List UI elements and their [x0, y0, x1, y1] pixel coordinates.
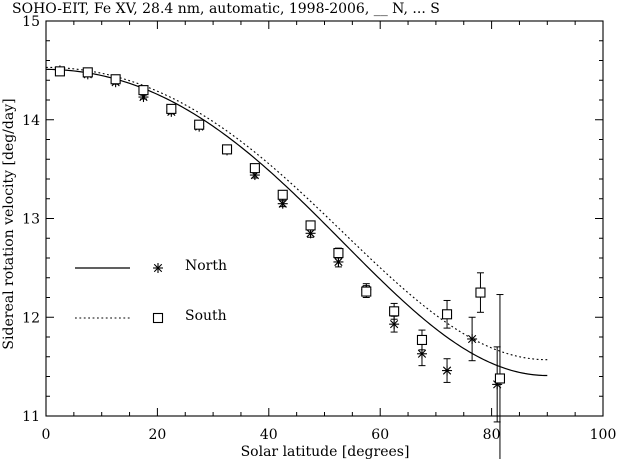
x-tick-label: 100 — [590, 427, 617, 443]
y-tick-label: 14 — [22, 113, 40, 129]
legend-label-north: North — [185, 258, 227, 274]
north-point — [442, 365, 453, 376]
south-point — [475, 287, 486, 298]
south-point — [361, 286, 372, 297]
asterisk-stroke — [278, 199, 287, 208]
asterisk-stroke — [417, 349, 427, 358]
south-point — [54, 66, 65, 77]
south-point — [441, 309, 453, 320]
fit-group — [45, 66, 548, 377]
legend-marker-south — [152, 312, 164, 324]
south-point — [194, 119, 205, 130]
south-point — [416, 334, 428, 346]
south-point — [249, 163, 260, 174]
y-axis-label: Sidereal rotation velocity [deg/day] — [1, 98, 17, 349]
x-axis-label: Solar latitude [degrees] — [241, 444, 410, 459]
x-tick-label: 60 — [371, 427, 389, 443]
asterisk-stroke — [153, 263, 163, 273]
y-tick-label: 11 — [22, 409, 40, 425]
south-point — [494, 373, 506, 384]
fit-line-north — [45, 68, 548, 377]
north-point — [416, 348, 427, 359]
north-point — [389, 319, 400, 330]
legend-marker-north — [153, 263, 163, 273]
marker-group — [54, 65, 506, 459]
y-tick-label: 13 — [22, 212, 40, 228]
y-tick-label: 15 — [22, 14, 40, 30]
legend-label-south: South — [185, 308, 227, 324]
north-point — [333, 256, 344, 267]
south-point — [389, 306, 400, 317]
asterisk-stroke — [389, 320, 399, 329]
x-tick-label: 0 — [42, 427, 51, 443]
south-point — [138, 85, 149, 96]
asterisk-stroke — [442, 366, 452, 375]
north-point — [467, 333, 478, 344]
x-tick-label: 20 — [148, 427, 166, 443]
south-point — [305, 220, 316, 231]
south-point — [110, 74, 121, 85]
north-point — [277, 198, 288, 209]
south-point — [82, 67, 93, 78]
asterisk-stroke — [306, 229, 315, 238]
tick-group: 0 20 40 60 80 100 11 12 13 14 15 — [22, 14, 616, 443]
fit-line-south — [45, 66, 548, 361]
legend-group: North South — [75, 258, 227, 324]
asterisk-stroke — [334, 257, 343, 267]
south-point — [166, 103, 177, 114]
south-point — [333, 248, 344, 259]
south-point — [277, 189, 288, 200]
asterisk-stroke — [467, 334, 477, 344]
y-tick-label: 12 — [22, 310, 40, 326]
south-point — [221, 144, 233, 155]
x-tick-label: 80 — [483, 427, 501, 443]
x-tick-label: 40 — [260, 427, 278, 443]
chart-title: SOHO-EIT, Fe XV, 28.4 nm, automatic, 199… — [12, 1, 440, 17]
